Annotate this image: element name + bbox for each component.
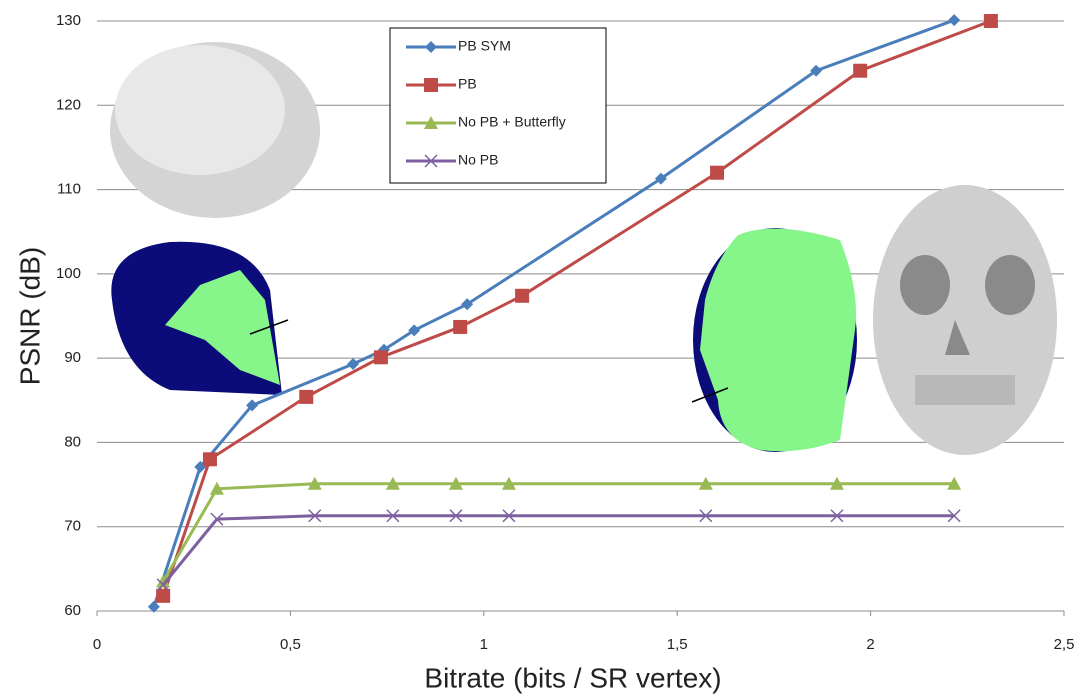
y-tick-label: 90 [64, 349, 81, 366]
marker [948, 14, 960, 26]
x-tick-label: 0 [93, 636, 101, 653]
marker [984, 14, 998, 28]
series-line [163, 516, 954, 585]
legend-label: PB SYM [458, 38, 511, 54]
y-tick-label: 100 [56, 265, 81, 282]
x-tick-label: 2,5 [1054, 636, 1075, 653]
marker [156, 589, 170, 603]
y-tick-label: 130 [56, 12, 81, 29]
marker [374, 350, 388, 364]
chart: 60 70 80 90 100 110 120 130 0 0,5 1 1,5 2 2,5 PSNR (d… [0, 0, 1083, 696]
x-tick-label: 1,5 [667, 636, 688, 653]
legend: PB SYM PB No PB + Butterfly No PB [390, 28, 606, 183]
marker [853, 64, 867, 78]
marker [299, 390, 313, 404]
legend-label: No PB + Butterfly [458, 114, 566, 130]
y-tick-label: 120 [56, 96, 81, 113]
series-line [163, 484, 954, 582]
y-tick-label: 70 [64, 518, 81, 535]
y-tick-label: 110 [57, 181, 81, 198]
y-tick-label: 60 [64, 602, 81, 619]
x-tick-label: 1 [480, 636, 488, 653]
legend-label: PB [458, 76, 477, 92]
marker [710, 166, 724, 180]
marker [453, 320, 467, 334]
x-axis-title: Bitrate (bits / SR vertex) [424, 662, 721, 693]
marker [515, 289, 529, 303]
legend-label: No PB [458, 152, 498, 168]
marker [203, 452, 217, 466]
y-axis-title: PSNR (dB) [14, 247, 45, 385]
y-tick-label: 80 [64, 433, 81, 450]
marker [424, 78, 438, 92]
x-tick-label: 2 [866, 636, 874, 653]
x-tick-label: 0,5 [280, 636, 301, 653]
